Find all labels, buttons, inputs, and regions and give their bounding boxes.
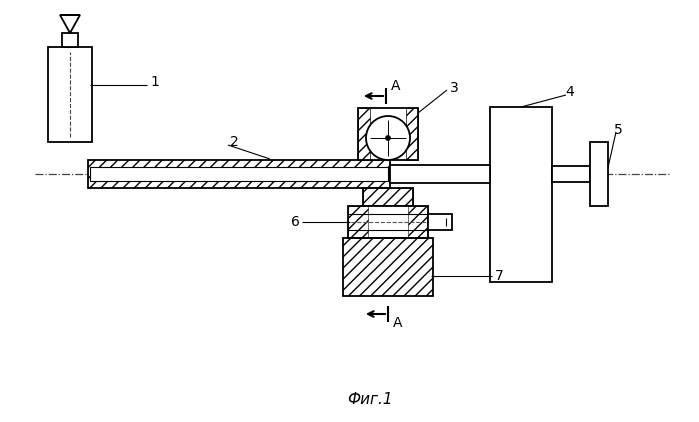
Bar	[428, 214, 452, 230]
Bar	[408, 206, 428, 238]
Circle shape	[386, 135, 391, 141]
Text: 5: 5	[614, 123, 622, 137]
Bar	[62, 33, 78, 47]
Polygon shape	[60, 15, 80, 33]
Bar	[363, 188, 413, 206]
Bar	[390, 165, 490, 183]
Text: 7: 7	[495, 269, 504, 283]
Bar	[363, 188, 413, 206]
Bar	[90, 167, 388, 181]
Bar	[343, 238, 433, 296]
Bar	[490, 107, 552, 282]
Text: 6: 6	[291, 215, 300, 229]
Bar	[590, 142, 608, 206]
Text: 1: 1	[150, 75, 159, 89]
Circle shape	[366, 116, 410, 160]
Bar	[406, 108, 418, 160]
Text: 3: 3	[450, 81, 459, 95]
Bar	[48, 47, 92, 142]
Bar	[358, 108, 370, 160]
Text: А: А	[393, 316, 403, 330]
Text: 2: 2	[230, 135, 239, 149]
Text: А: А	[391, 79, 401, 93]
Text: Фиг.1: Фиг.1	[347, 392, 393, 408]
Bar	[88, 160, 390, 188]
Text: 4: 4	[565, 85, 575, 99]
Bar	[552, 166, 590, 182]
Bar	[348, 206, 428, 238]
Bar	[358, 108, 418, 160]
Bar	[348, 206, 368, 238]
